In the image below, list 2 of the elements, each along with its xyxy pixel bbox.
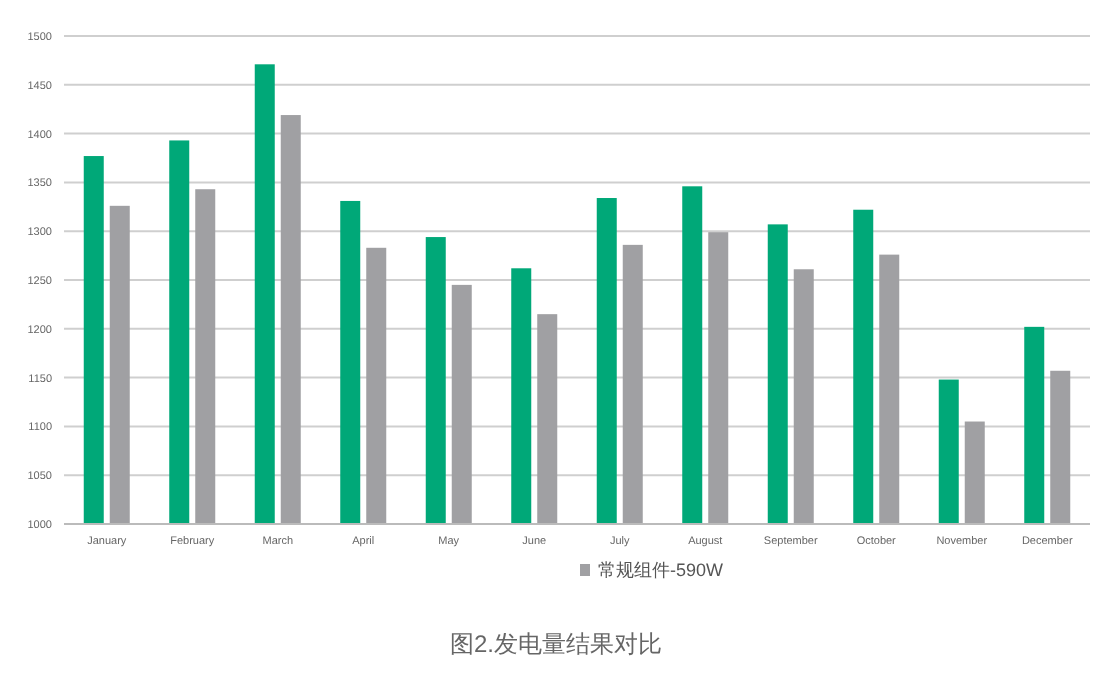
text: 图2.发电量结果对比 [449, 630, 663, 658]
legend-label: 常规组件-590W [598, 560, 725, 580]
